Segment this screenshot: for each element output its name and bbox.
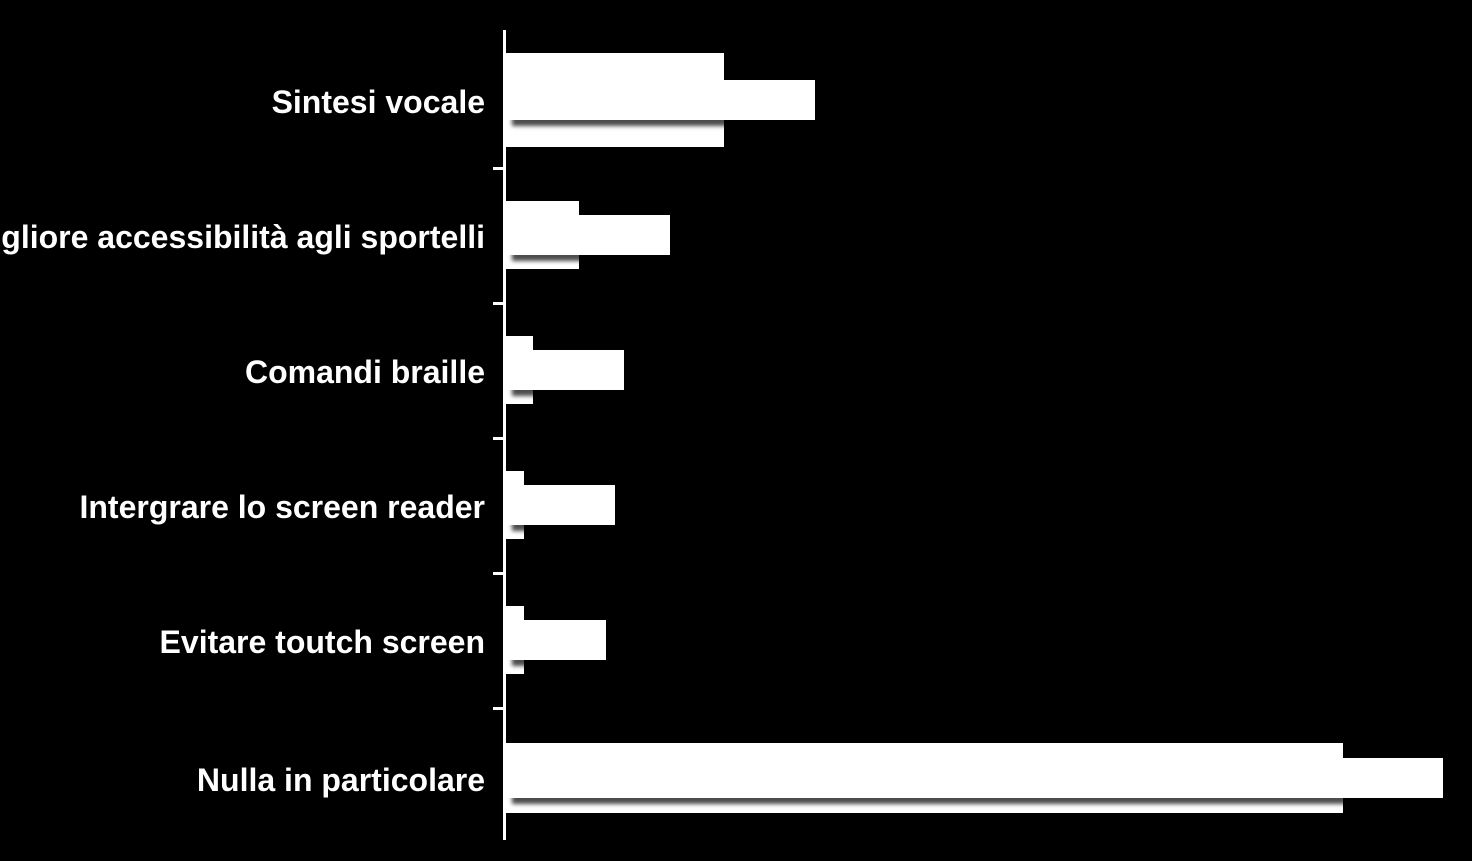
- bar-series-1: [506, 758, 1443, 798]
- y-axis-tick: [493, 437, 503, 440]
- category-label: Intergrare lo screen reader: [79, 489, 485, 526]
- y-axis-line: [503, 30, 506, 840]
- bar-series-1: [506, 80, 815, 120]
- bar-series-1: [506, 350, 624, 390]
- category-label: Evitare toutch screen: [160, 624, 485, 661]
- y-axis-tick: [493, 707, 503, 710]
- bar-series-1: [506, 620, 606, 660]
- category-label: Migliore accessibilità agli sportelli: [0, 219, 485, 256]
- horizontal-bar-chart: Sintesi vocale Migliore accessibilità agl…: [0, 0, 1472, 861]
- bar-series-1: [506, 485, 615, 525]
- bar-series-1: [506, 215, 670, 255]
- y-axis-tick: [493, 302, 503, 305]
- category-label: Sintesi vocale: [272, 84, 485, 121]
- y-axis-tick: [493, 167, 503, 170]
- y-axis-tick: [493, 572, 503, 575]
- category-label: Comandi braille: [245, 354, 485, 391]
- category-label: Nulla in particolare: [197, 762, 485, 799]
